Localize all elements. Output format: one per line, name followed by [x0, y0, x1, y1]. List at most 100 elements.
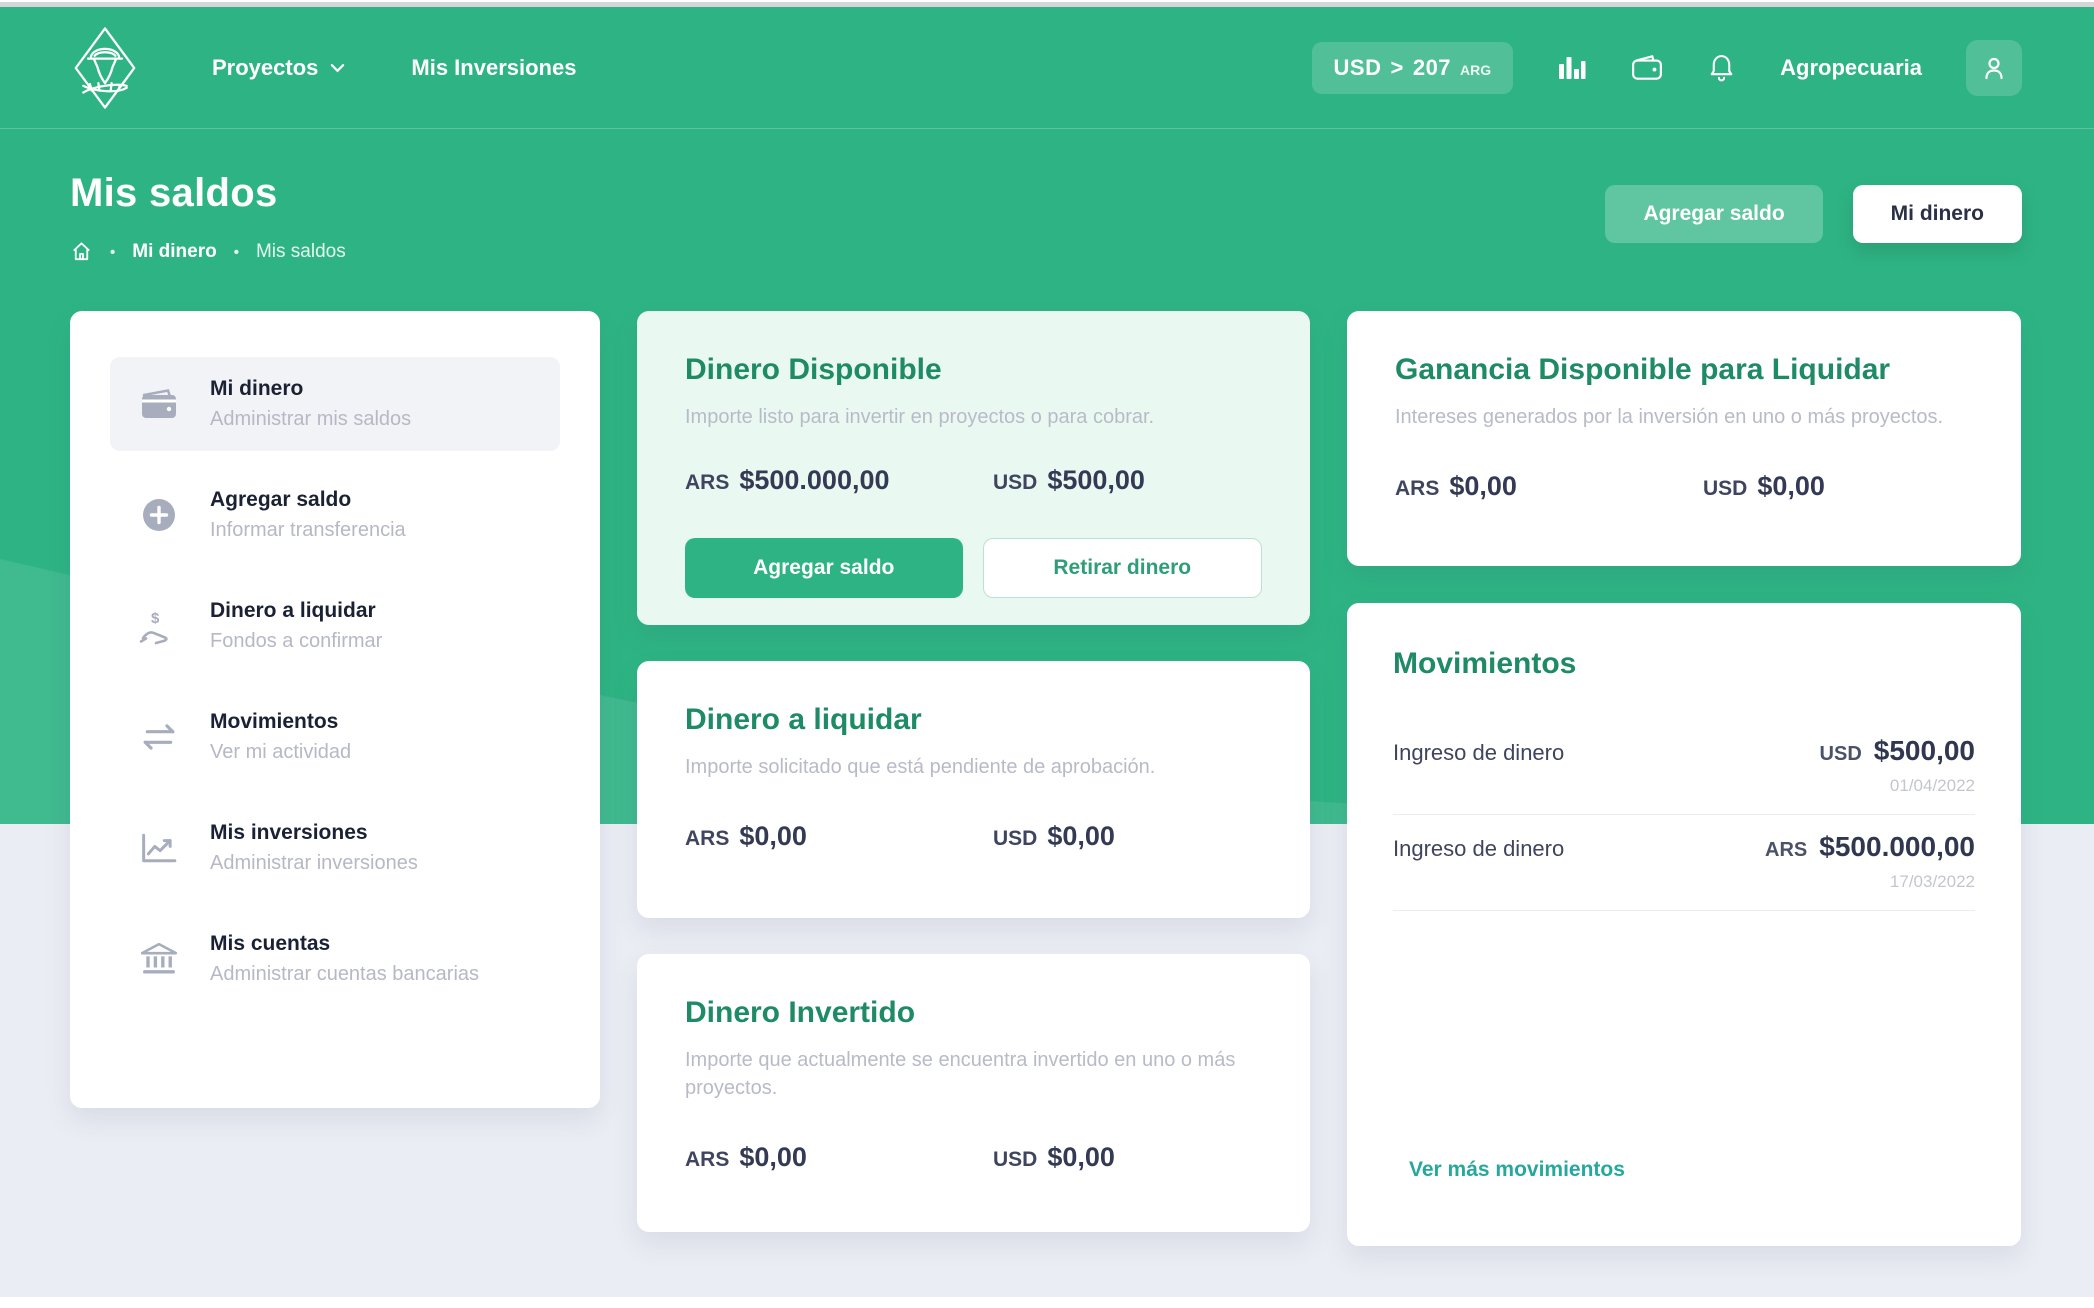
- sidebar-item-movimientos[interactable]: Movimientos Ver mi actividad: [110, 690, 560, 784]
- app-page: Proyectos Mis Inversiones USD > 207 ARG: [0, 7, 2094, 1308]
- movement-row[interactable]: Ingreso de dinero ARS $500.000,00 17/03/…: [1393, 815, 1975, 911]
- usd-amount: USD $0,00: [993, 821, 1115, 852]
- my-money-button[interactable]: Mi dinero: [1852, 185, 2022, 243]
- add-balance-button[interactable]: Agregar saldo: [1605, 185, 1823, 243]
- hand-dollar-icon: $: [138, 607, 180, 645]
- transfer-arrows-icon: [138, 723, 180, 751]
- sidebar-item-agregar-saldo[interactable]: Agregar saldo Informar transferencia: [110, 468, 560, 562]
- currency-label: USD: [993, 1148, 1038, 1171]
- sidebar-item-title: Mi dinero: [210, 377, 304, 400]
- sidebar-item-mi-dinero[interactable]: Mi dinero Administrar mis saldos: [110, 357, 560, 451]
- account-name[interactable]: Agropecuaria: [1780, 54, 1922, 80]
- wallet-icon[interactable]: [1631, 53, 1663, 83]
- notifications-bell-icon[interactable]: [1707, 52, 1736, 83]
- amounts-row: ARS $500.000,00 USD $500,00: [685, 465, 1262, 496]
- movement-currency: ARS: [1765, 839, 1808, 861]
- currency-label: USD: [993, 827, 1038, 850]
- card-title: Ganancia Disponible para Liquidar: [1395, 353, 1891, 386]
- currency-value: $0,00: [1757, 471, 1825, 501]
- movement-amount: ARS $500.000,00: [1765, 831, 1975, 863]
- chrome-strip: [0, 0, 2094, 2]
- card-description: Importe solicitado que está pendiente de…: [685, 756, 1156, 778]
- sidebar-item-subtitle: Ver mi actividad: [210, 741, 352, 763]
- currency-from: USD: [1333, 54, 1382, 80]
- sidebar-item-title: Mis cuentas: [210, 932, 331, 955]
- amounts-row: ARS $0,00 USD $0,00: [1395, 471, 1973, 502]
- avatar[interactable]: [1966, 39, 2022, 96]
- currency-value: $0,00: [1047, 1142, 1115, 1172]
- sidebar-item-title: Movimientos: [210, 710, 339, 733]
- sidebar-item-subtitle: Administrar mis saldos: [210, 408, 412, 430]
- hero-title-block: Mis saldos Mi dinero Mis saldos: [70, 171, 346, 263]
- movements-list: Ingreso de dinero USD $500,00 01/04/2022…: [1393, 719, 1975, 911]
- bar-chart-icon[interactable]: [1557, 53, 1587, 83]
- card-dinero-invertido: Dinero Invertido Importe que actualmente…: [637, 954, 1310, 1232]
- card-description: Intereses generados por la inversión en …: [1395, 406, 1944, 428]
- card-buttons: Agregar saldo Retirar dinero: [685, 538, 1262, 598]
- currency-label: ARS: [1395, 477, 1440, 500]
- card-dinero-a-liquidar: Dinero a liquidar Importe solicitado que…: [637, 661, 1310, 918]
- breadcrumb-item-mi-dinero[interactable]: Mi dinero: [132, 240, 217, 262]
- see-more-movements-link[interactable]: Ver más movimientos: [1409, 1158, 1625, 1181]
- sidebar-item-text: Movimientos Ver mi actividad: [210, 710, 351, 764]
- withdraw-money-button[interactable]: Retirar dinero: [982, 538, 1262, 598]
- card-title: Dinero Invertido: [685, 996, 916, 1029]
- nav-item-label: Proyectos: [212, 54, 319, 80]
- sidebar-item-text: Mi dinero Administrar mis saldos: [210, 377, 411, 431]
- card-title: Movimientos: [1393, 647, 1577, 680]
- currency-value: $0,00: [1047, 821, 1115, 851]
- sidebar-item-subtitle: Informar transferencia: [210, 519, 406, 541]
- usd-amount: USD $0,00: [1703, 471, 1825, 502]
- breadcrumb-separator: [110, 241, 115, 263]
- currency-rate-badge[interactable]: USD > 207 ARG: [1311, 41, 1514, 94]
- content-grid: Mi dinero Administrar mis saldos: [0, 263, 2094, 1246]
- amounts-row: ARS $0,00 USD $0,00: [685, 821, 1262, 852]
- bottom-edge-strip: [0, 1297, 2094, 1308]
- nav-item-mis-inversiones[interactable]: Mis Inversiones: [411, 55, 576, 81]
- currency-value: $0,00: [739, 821, 807, 851]
- sidebar-item-subtitle: Administrar cuentas bancarias: [210, 963, 480, 985]
- nav-item-proyectos[interactable]: Proyectos: [212, 55, 345, 81]
- currency-value: $500,00: [1047, 465, 1145, 495]
- amounts-row: ARS $0,00 USD $0,00: [685, 1142, 1262, 1173]
- sidebar-item-title: Dinero a liquidar: [210, 599, 376, 622]
- currency-label: ARS: [685, 827, 730, 850]
- sidebar-menu: Mi dinero Administrar mis saldos: [70, 311, 600, 1108]
- currency-value: $0,00: [1449, 471, 1517, 501]
- right-column: Ganancia Disponible para Liquidar Intere…: [1347, 311, 2021, 1246]
- brand-logo[interactable]: [70, 22, 140, 114]
- chevron-down-icon: [331, 63, 345, 72]
- movement-currency: USD: [1819, 743, 1862, 765]
- sidebar-item-mis-cuentas[interactable]: Mis cuentas Administrar cuentas bancaria…: [110, 912, 560, 1006]
- sidebar-item-subtitle: Administrar inversiones: [210, 852, 418, 874]
- movement-row-top: Ingreso de dinero ARS $500.000,00: [1393, 831, 1975, 863]
- ars-amount: ARS $0,00: [685, 821, 993, 852]
- movement-row[interactable]: Ingreso de dinero USD $500,00 01/04/2022: [1393, 719, 1975, 815]
- sidebar-item-dinero-a-liquidar[interactable]: $ Dinero a liquidar Fondos a confirmar: [110, 579, 560, 673]
- hero-header: Mis saldos Mi dinero Mis saldos Agregar …: [0, 129, 2094, 263]
- sidebar-item-subtitle: Fondos a confirmar: [210, 630, 383, 652]
- navbar-right: USD > 207 ARG: [1311, 39, 2022, 96]
- bank-icon: [138, 943, 180, 975]
- nav-item-label: Mis Inversiones: [411, 54, 577, 80]
- card-description: Importe que actualmente se encuentra inv…: [685, 1049, 1236, 1099]
- sidebar-item-mis-inversiones[interactable]: Mis inversiones Administrar inversiones: [110, 801, 560, 895]
- home-icon[interactable]: [70, 240, 93, 263]
- card-movimientos: Movimientos Ingreso de dinero USD $500,0…: [1347, 603, 2021, 1246]
- movement-label: Ingreso de dinero: [1393, 836, 1565, 861]
- sidebar-column: Mi dinero Administrar mis saldos: [70, 311, 600, 1108]
- ars-amount: ARS $0,00: [1395, 471, 1703, 502]
- sidebar-item-text: Mis inversiones Administrar inversiones: [210, 821, 418, 875]
- card-title: Dinero a liquidar: [685, 703, 922, 736]
- add-balance-button[interactable]: Agregar saldo: [685, 538, 963, 598]
- sidebar-item-title: Agregar saldo: [210, 488, 352, 511]
- cattle-diamond-logo-icon: [74, 26, 136, 109]
- currency-value: $500.000,00: [739, 465, 890, 495]
- sidebar-item-text: Dinero a liquidar Fondos a confirmar: [210, 599, 382, 653]
- wallet-icon: [138, 388, 180, 420]
- card-title: Dinero Disponible: [685, 353, 942, 386]
- currency-label: USD: [993, 471, 1038, 494]
- currency-label: USD: [1703, 477, 1748, 500]
- sidebar-item-title: Mis inversiones: [210, 821, 368, 844]
